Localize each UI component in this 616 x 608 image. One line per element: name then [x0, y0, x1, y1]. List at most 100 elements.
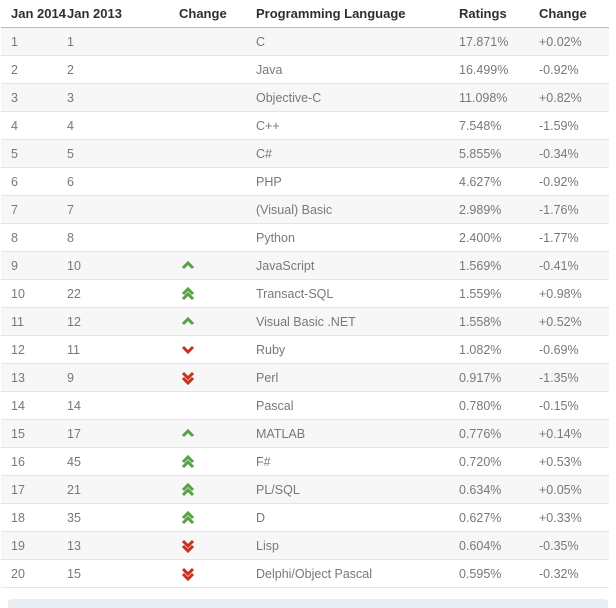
change-arrow-cell: [169, 111, 246, 140]
double-down-arrow-icon: [181, 371, 195, 385]
rank-2013-cell: 3: [57, 83, 169, 112]
change-pct-cell: +0.33%: [529, 503, 609, 532]
change-arrow-cell: [169, 195, 246, 224]
language-cell: (Visual) Basic: [246, 195, 449, 224]
rank-2014-cell: 3: [1, 83, 57, 112]
table-row: 15 17 MATLAB 0.776% +0.14%: [1, 419, 609, 448]
change-pct-cell: -1.35%: [529, 363, 609, 392]
rank-2014-cell: 6: [1, 167, 57, 196]
change-arrow-cell: [169, 447, 246, 476]
rank-2014-cell: 12: [1, 335, 57, 364]
change-arrow-cell: [169, 167, 246, 196]
rank-2013-cell: 17: [57, 419, 169, 448]
change-pct-cell: +0.52%: [529, 307, 609, 336]
change-pct-cell: -1.77%: [529, 223, 609, 252]
change-pct-cell: +0.98%: [529, 279, 609, 308]
double-down-arrow-icon: [181, 567, 195, 581]
ratings-cell: 0.917%: [449, 363, 529, 392]
header-change-arrow: Change: [169, 0, 246, 28]
change-arrow-cell: [169, 335, 246, 364]
language-cell: D: [246, 503, 449, 532]
ratings-cell: 11.098%: [449, 83, 529, 112]
double-up-arrow-icon: [181, 454, 195, 468]
rank-2013-cell: 10: [57, 251, 169, 280]
rank-2013-cell: 13: [57, 531, 169, 560]
rank-2014-cell: 16: [1, 447, 57, 476]
rank-2014-cell: 17: [1, 475, 57, 504]
language-cell: Java: [246, 55, 449, 84]
language-cell: Python: [246, 223, 449, 252]
change-pct-cell: +0.82%: [529, 83, 609, 112]
ratings-cell: 0.634%: [449, 475, 529, 504]
change-arrow-cell: [169, 391, 246, 420]
language-cell: PL/SQL: [246, 475, 449, 504]
rank-2014-cell: 7: [1, 195, 57, 224]
ratings-cell: 0.776%: [449, 419, 529, 448]
rank-2014-cell: 13: [1, 363, 57, 392]
table-row: 4 4 C++ 7.548% -1.59%: [1, 111, 609, 140]
up-arrow-icon: [181, 317, 195, 326]
table-row: 2 2 Java 16.499% -0.92%: [1, 55, 609, 84]
language-cell: Objective-C: [246, 83, 449, 112]
ratings-cell: 5.855%: [449, 139, 529, 168]
rank-2013-cell: 21: [57, 475, 169, 504]
rank-2013-cell: 11: [57, 335, 169, 364]
language-cell: Visual Basic .NET: [246, 307, 449, 336]
table-header-row: Jan 2014 Jan 2013 Change Programming Lan…: [1, 0, 609, 28]
change-arrow-cell: [169, 27, 246, 56]
change-pct-cell: +0.14%: [529, 419, 609, 448]
rank-2013-cell: 4: [57, 111, 169, 140]
rank-2014-cell: 20: [1, 559, 57, 588]
rank-2013-cell: 5: [57, 139, 169, 168]
rank-2013-cell: 9: [57, 363, 169, 392]
change-arrow-cell: [169, 139, 246, 168]
footer-bar: [8, 599, 608, 608]
up-arrow-icon: [181, 429, 195, 438]
language-cell: Perl: [246, 363, 449, 392]
change-arrow-cell: [169, 83, 246, 112]
table-body: 1 1 C 17.871% +0.02% 2 2 Java 16.499% -0…: [1, 27, 609, 588]
table-row: 1 1 C 17.871% +0.02%: [1, 27, 609, 56]
change-arrow-cell: [169, 279, 246, 308]
table-row: 13 9 Perl 0.917% -1.35%: [1, 363, 609, 392]
change-arrow-cell: [169, 363, 246, 392]
header-language: Programming Language: [246, 0, 449, 28]
table-row: 8 8 Python 2.400% -1.77%: [1, 223, 609, 252]
ratings-cell: 0.604%: [449, 531, 529, 560]
language-cell: C: [246, 27, 449, 56]
language-cell: C#: [246, 139, 449, 168]
language-cell: Ruby: [246, 335, 449, 364]
change-pct-cell: -0.15%: [529, 391, 609, 420]
rank-2013-cell: 1: [57, 27, 169, 56]
double-up-arrow-icon: [181, 482, 195, 496]
down-arrow-icon: [181, 345, 195, 354]
rank-2014-cell: 9: [1, 251, 57, 280]
language-cell: Transact-SQL: [246, 279, 449, 308]
rank-2013-cell: 2: [57, 55, 169, 84]
ratings-cell: 2.400%: [449, 223, 529, 252]
rank-2013-cell: 35: [57, 503, 169, 532]
change-arrow-cell: [169, 475, 246, 504]
change-pct-cell: -0.92%: [529, 167, 609, 196]
rank-2014-cell: 1: [1, 27, 57, 56]
rank-2013-cell: 12: [57, 307, 169, 336]
ratings-cell: 17.871%: [449, 27, 529, 56]
ratings-cell: 4.627%: [449, 167, 529, 196]
change-pct-cell: -0.69%: [529, 335, 609, 364]
table-row: 12 11 Ruby 1.082% -0.69%: [1, 335, 609, 364]
table-row: 10 22 Transact-SQL 1.559% +0.98%: [1, 279, 609, 308]
table-row: 16 45 F# 0.720% +0.53%: [1, 447, 609, 476]
table-row: 3 3 Objective-C 11.098% +0.82%: [1, 83, 609, 112]
table-row: 18 35 D 0.627% +0.33%: [1, 503, 609, 532]
header-change-pct: Change: [529, 0, 609, 28]
rank-2014-cell: 11: [1, 307, 57, 336]
rank-2013-cell: 45: [57, 447, 169, 476]
change-pct-cell: +0.05%: [529, 475, 609, 504]
change-pct-cell: +0.53%: [529, 447, 609, 476]
change-arrow-cell: [169, 251, 246, 280]
language-cell: PHP: [246, 167, 449, 196]
rank-2014-cell: 8: [1, 223, 57, 252]
table-row: 20 15 Delphi/Object Pascal 0.595% -0.32%: [1, 559, 609, 588]
table-row: 6 6 PHP 4.627% -0.92%: [1, 167, 609, 196]
language-cell: JavaScript: [246, 251, 449, 280]
